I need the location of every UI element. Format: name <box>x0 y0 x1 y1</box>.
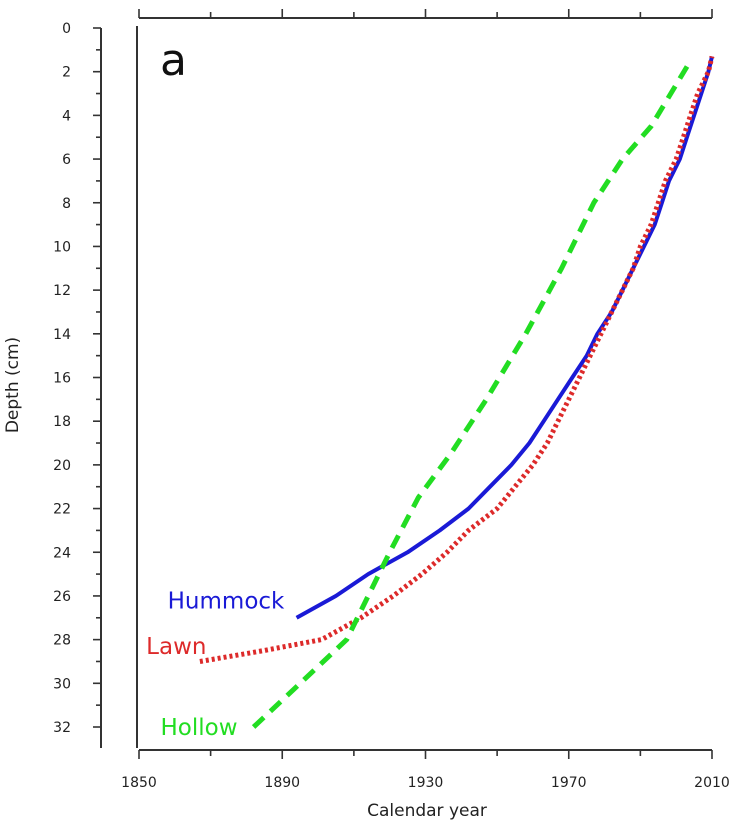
x-axis-title: Calendar year <box>367 801 487 821</box>
y-tick-label: 2 <box>62 65 71 81</box>
y-tick-label: 32 <box>53 720 71 736</box>
y-axis-title: Depth (cm) <box>3 337 23 433</box>
y-tick-label: 30 <box>53 676 71 692</box>
x-axis: 1850 1890 1930 1970 2010 <box>121 9 730 791</box>
y-tick-label: 8 <box>62 196 71 212</box>
y-tick-label: 4 <box>62 108 71 124</box>
series-labels: Hummock Lawn Hollow <box>146 588 285 741</box>
y-tick-label: 20 <box>53 458 71 474</box>
x-tick-label: 1970 <box>551 775 587 791</box>
y-tick-label: 26 <box>53 589 71 605</box>
x-tick-label: 1930 <box>408 775 444 791</box>
y-tick-label: 0 <box>62 21 71 37</box>
y-tick-label: 6 <box>62 152 71 168</box>
y-tick-label: 14 <box>53 327 71 343</box>
y-tick-label: 28 <box>53 633 71 649</box>
y-tick-label: 22 <box>53 502 71 518</box>
x-tick-label: 1890 <box>264 775 300 791</box>
y-tick-label: 10 <box>53 239 71 255</box>
x-tick-label: 2010 <box>694 775 730 791</box>
series-line-lawn <box>199 55 715 664</box>
y-tick-label: 12 <box>53 283 71 299</box>
y-tick-label: 18 <box>53 414 71 430</box>
series-label-hummock: Hummock <box>168 588 285 614</box>
series-label-hollow: Hollow <box>160 715 237 741</box>
x-tick-label: 1850 <box>121 775 157 791</box>
series-line-hollow <box>251 59 693 729</box>
series-label-lawn: Lawn <box>146 634 206 660</box>
y-tick-label: 16 <box>53 371 71 387</box>
panel-label: a <box>160 35 187 86</box>
y-tick-label: 24 <box>53 545 71 561</box>
series-lines <box>199 55 715 729</box>
series-line-hummock <box>295 55 714 620</box>
